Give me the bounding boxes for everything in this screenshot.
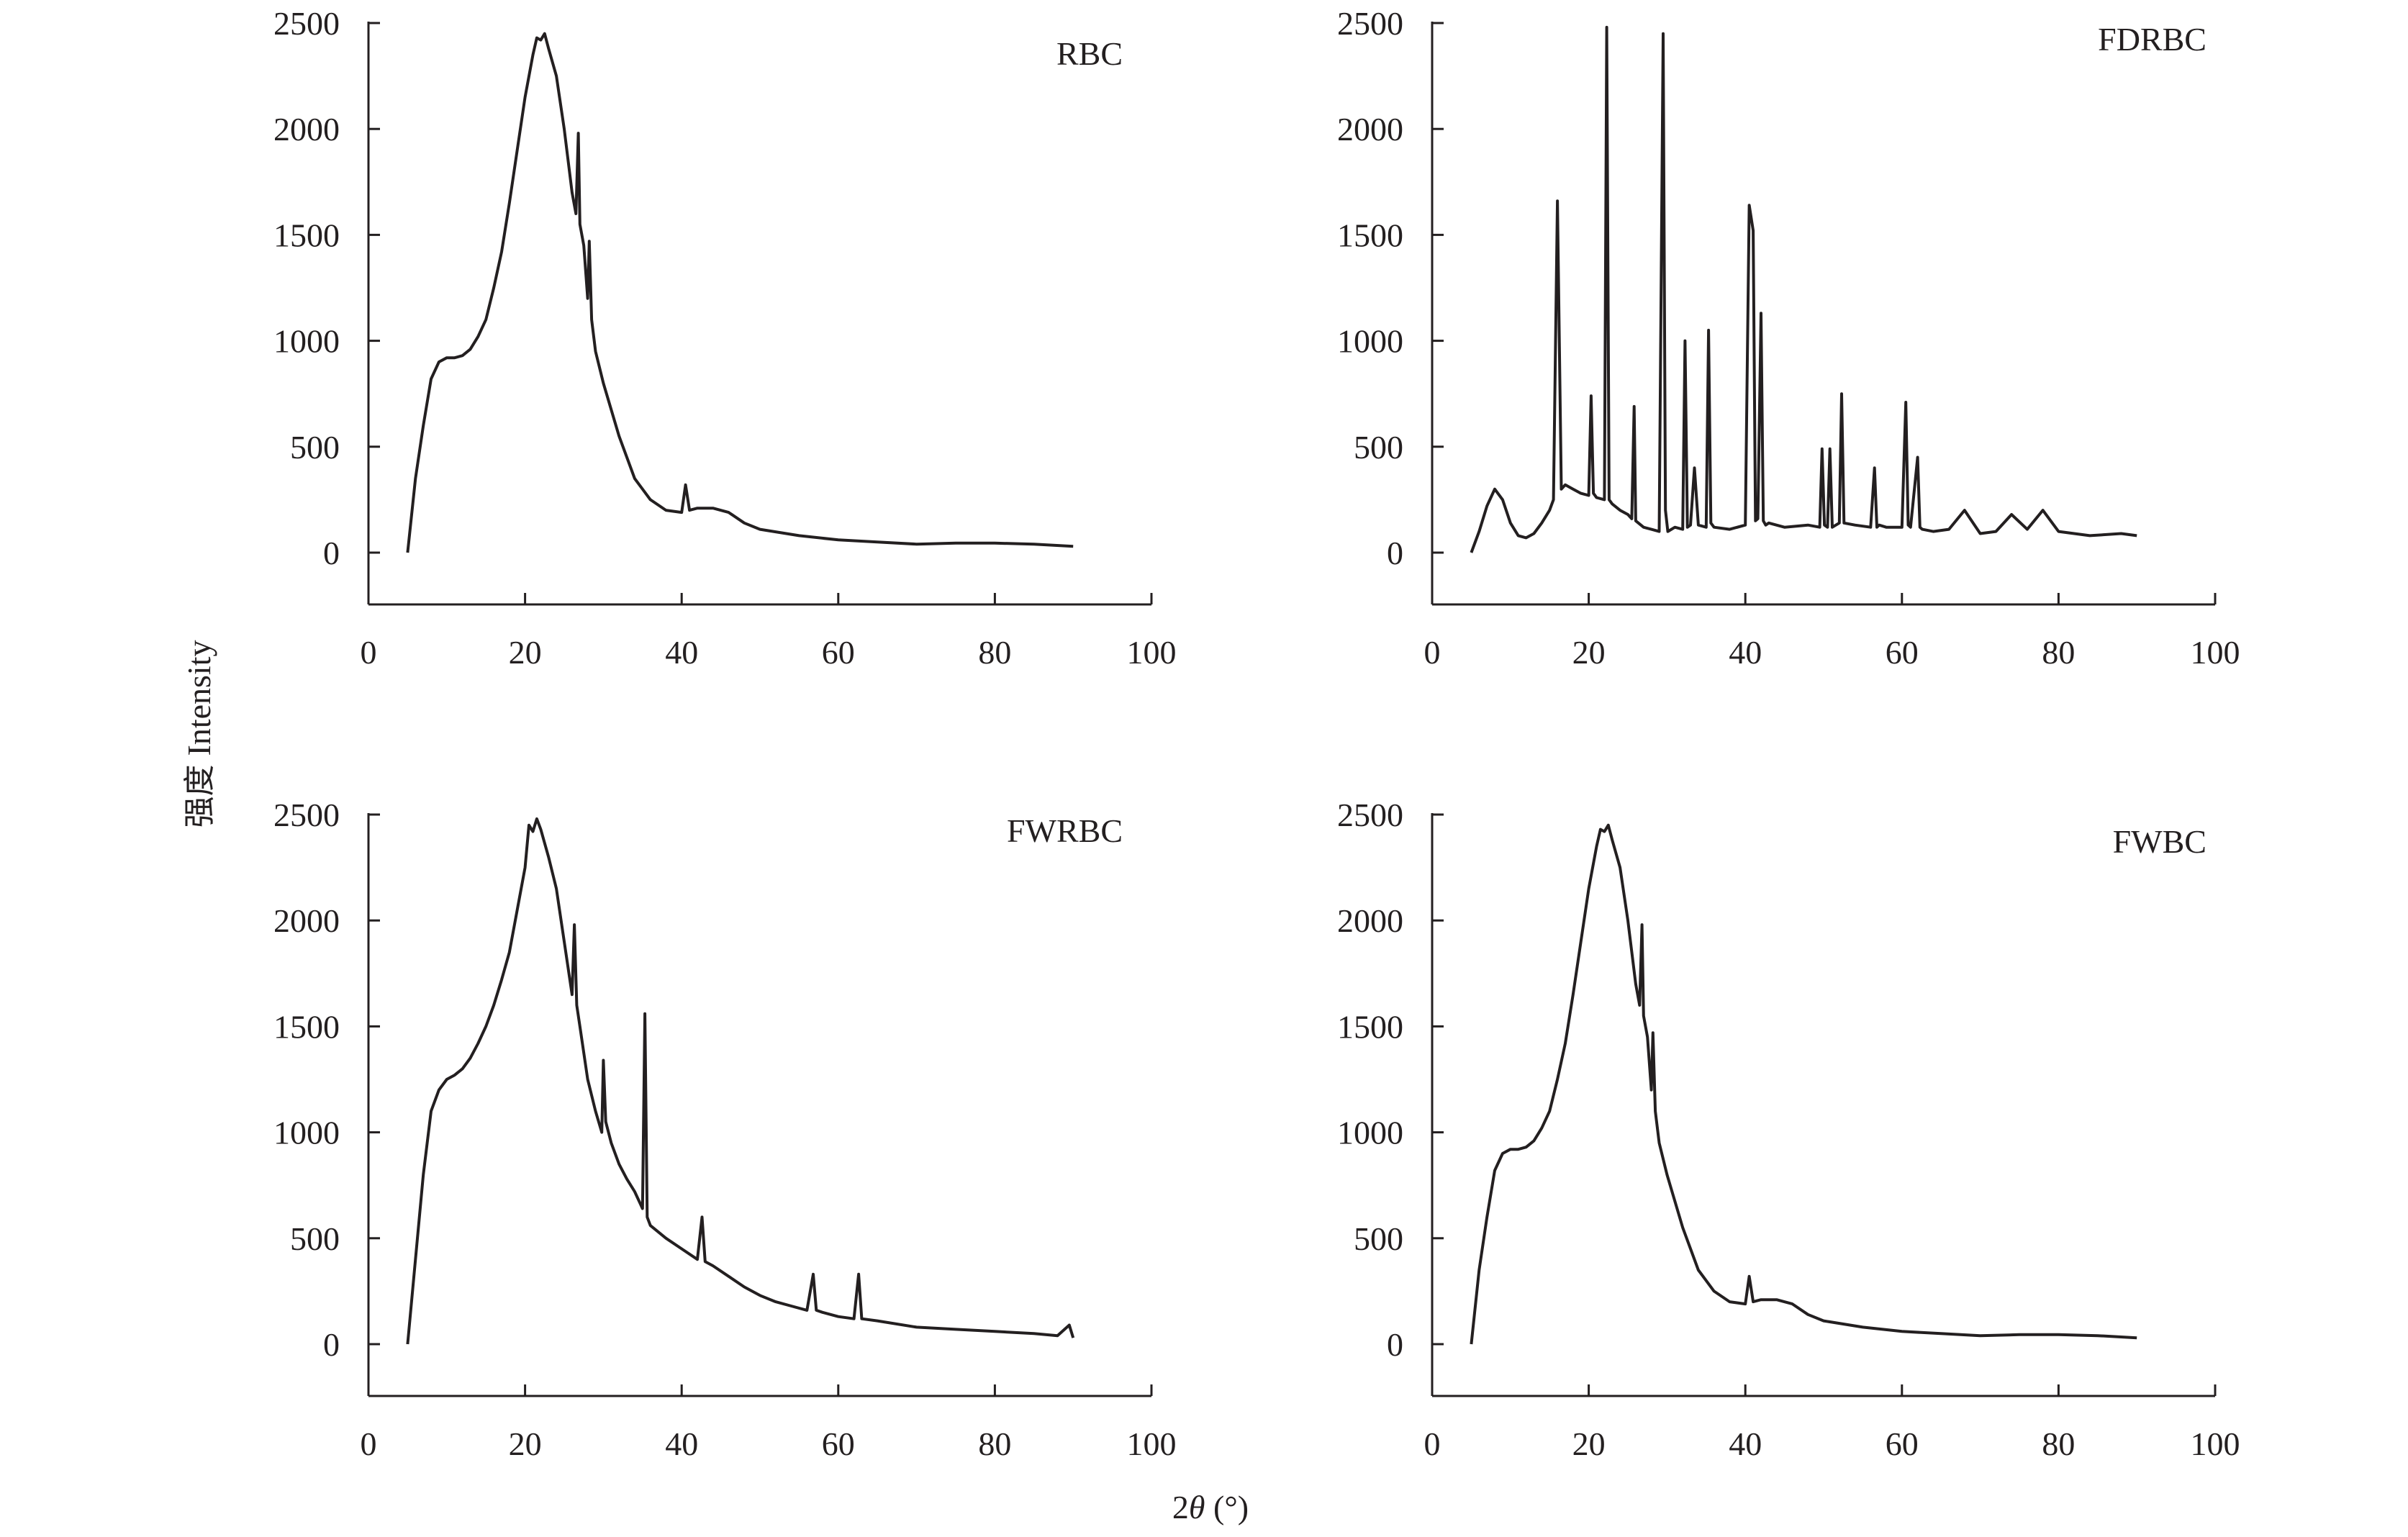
x-tick-label: 100 [1127, 1425, 1177, 1462]
x-tick-label: 0 [361, 1425, 377, 1462]
y-tick-label: 2000 [273, 902, 340, 939]
x-tick-label: 60 [1886, 634, 1919, 671]
x-axis-title-theta: θ [1189, 1489, 1205, 1525]
xrd-pattern-line-fwrbc [406, 817, 1075, 1345]
y-axis-title-cjk: 强度 [181, 764, 218, 828]
x-tick-label: 80 [978, 634, 1011, 671]
x-tick-label: 0 [361, 634, 377, 671]
y-tick-label: 500 [1354, 429, 1403, 466]
y-tick-label: 0 [323, 1326, 340, 1363]
y-tick-label: 0 [1387, 1326, 1403, 1363]
y-tick-label: 2500 [1337, 797, 1403, 833]
x-tick-label: 20 [509, 634, 542, 671]
y-tick-label: 500 [1354, 1220, 1403, 1257]
x-tick-label: 20 [1572, 634, 1606, 671]
xrd-panel-fwbc: 0 500 1000 1500 2000 2500 0 20 40 60 80 100 FWBC [1337, 797, 2240, 1462]
xrd-pattern-line-rbc [406, 32, 1074, 553]
xrd-pattern-line-fwbc [1470, 823, 2137, 1345]
x-tick-label: 20 [509, 1425, 542, 1462]
x-tick-label: 60 [822, 634, 855, 671]
x-tick-label: 80 [978, 1425, 1011, 1462]
y-tick-label: 2500 [273, 5, 340, 42]
y-tick-label: 2000 [273, 111, 340, 148]
xrd-pattern-line-fdrbc [1470, 25, 2137, 553]
y-tick-label: 0 [323, 535, 340, 571]
xrd-panel-fdrbc: 0 500 1000 1500 2000 2500 0 20 40 60 80 100 FDRBC [1337, 5, 2240, 671]
y-tick-label: 2000 [1337, 902, 1403, 939]
y-tick-label: 2500 [273, 797, 340, 833]
x-tick-label: 40 [1729, 1425, 1762, 1462]
y-tick-label: 1500 [273, 1008, 340, 1045]
x-tick-label: 80 [2042, 1425, 2075, 1462]
panel-label-fdrbc: FDRBC [2098, 21, 2206, 58]
y-tick-label: 1000 [273, 323, 340, 360]
y-tick-label: 500 [290, 429, 340, 466]
x-tick-label: 40 [665, 1425, 698, 1462]
x-tick-label: 100 [1127, 634, 1177, 671]
x-tick-label: 0 [1424, 634, 1441, 671]
y-tick-label: 2500 [1337, 5, 1403, 42]
y-axis-title-latin: Intensity [181, 640, 217, 756]
xrd-panel-rbc: 0 500 1000 1500 2000 2500 0 20 40 60 80 100 RBC [273, 5, 1177, 671]
x-tick-label: 40 [1729, 634, 1762, 671]
x-tick-label: 40 [665, 634, 698, 671]
y-tick-label: 1000 [1337, 323, 1403, 360]
y-tick-label: 1500 [1337, 1008, 1403, 1045]
y-tick-label: 500 [290, 1220, 340, 1257]
x-axis-title: 2θ (°) [1172, 1489, 1249, 1525]
y-axis-title: 强度 Intensity [181, 640, 218, 828]
panel-label-fwrbc: FWRBC [1007, 812, 1123, 849]
y-tick-label: 1500 [273, 217, 340, 253]
y-tick-label: 1000 [1337, 1115, 1403, 1151]
x-tick-label: 60 [1886, 1425, 1919, 1462]
x-tick-label: 60 [822, 1425, 855, 1462]
y-tick-label: 1000 [273, 1115, 340, 1151]
x-tick-label: 20 [1572, 1425, 1606, 1462]
x-tick-label: 80 [2042, 634, 2075, 671]
panel-label-rbc: RBC [1056, 35, 1123, 72]
x-tick-label: 100 [2191, 634, 2240, 671]
panel-label-fwbc: FWBC [2113, 823, 2206, 860]
x-axis-title-prefix: 2 [1172, 1489, 1189, 1525]
xrd-panel-fwrbc: 0 500 1000 1500 2000 2500 0 20 40 60 80 100 FWRBC [273, 797, 1177, 1462]
y-tick-label: 0 [1387, 535, 1403, 571]
x-axis-title-suffix: (°) [1205, 1489, 1249, 1525]
x-tick-label: 100 [2191, 1425, 2240, 1462]
y-tick-label: 2000 [1337, 111, 1403, 148]
x-tick-label: 0 [1424, 1425, 1441, 1462]
y-tick-label: 1500 [1337, 217, 1403, 253]
